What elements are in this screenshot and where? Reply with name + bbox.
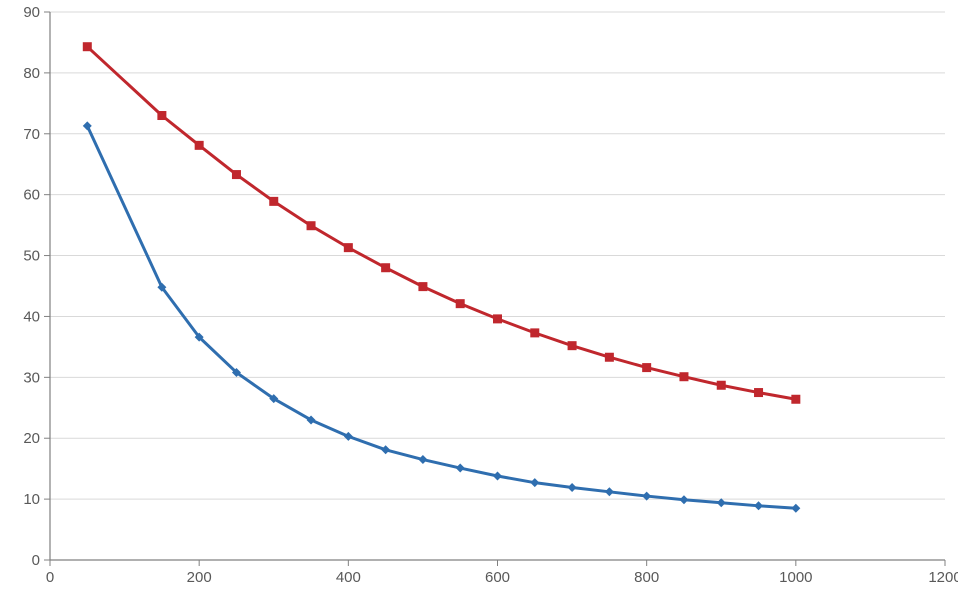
series-blue-marker: [791, 504, 800, 513]
series-red-marker: [157, 111, 166, 120]
series-red-marker: [418, 282, 427, 291]
x-tick-label: 600: [485, 569, 510, 586]
series-blue-marker: [679, 495, 688, 504]
y-tick-label: 30: [23, 369, 40, 386]
series-red-marker: [83, 42, 92, 51]
y-tick-label: 40: [23, 308, 40, 325]
series-red-marker: [269, 197, 278, 206]
y-tick-label: 50: [23, 248, 40, 265]
series-blue-marker: [530, 478, 539, 487]
x-tick-label: 1200: [928, 569, 958, 586]
series-blue-marker: [568, 483, 577, 492]
x-tick-label: 1000: [779, 569, 812, 586]
series-red-marker: [791, 395, 800, 404]
x-tick-label: 200: [187, 569, 212, 586]
chart-container: 0 10 20 30 40 50 60 70 80 90 0 200 400 600 800 1000 1200: [0, 0, 958, 589]
series-blue-marker: [418, 455, 427, 464]
series-red-marker: [307, 221, 316, 230]
series-blue-marker: [605, 487, 614, 496]
series-red-marker: [754, 388, 763, 397]
series-blue-marker: [83, 121, 92, 130]
series-red-marker: [530, 328, 539, 337]
series-red-marker: [232, 170, 241, 179]
series-blue-marker: [456, 464, 465, 473]
series-red-marker: [679, 372, 688, 381]
x-tick-label: 0: [46, 569, 54, 586]
y-tick-label: 0: [32, 552, 40, 569]
y-tick-label: 60: [23, 187, 40, 204]
series-red-marker: [717, 381, 726, 390]
series-blue-marker: [493, 471, 502, 480]
series-red-marker: [493, 314, 502, 323]
series-red-marker: [605, 353, 614, 362]
series-blue-marker: [381, 445, 390, 454]
series-red-marker: [381, 263, 390, 272]
y-tick-label: 20: [23, 430, 40, 447]
series-blue-marker: [717, 498, 726, 507]
x-tick-label: 400: [336, 569, 361, 586]
series-blue-marker: [344, 432, 353, 441]
y-tick-label: 90: [23, 4, 40, 21]
x-tick-label: 800: [634, 569, 659, 586]
line-chart: 0 10 20 30 40 50 60 70 80 90 0 200 400 600 800 1000 1200: [0, 0, 958, 589]
series-red-marker: [344, 243, 353, 252]
series-blue-marker: [754, 501, 763, 510]
series-red-line: [87, 47, 796, 400]
series-red-marker: [456, 299, 465, 308]
series-blue-line: [87, 126, 796, 508]
y-tick-label: 80: [23, 65, 40, 82]
series-red-marker: [642, 363, 651, 372]
series-red-marker: [195, 141, 204, 150]
y-tick-label: 70: [23, 126, 40, 143]
y-tick-label: 10: [23, 491, 40, 508]
series-red-marker: [568, 341, 577, 350]
